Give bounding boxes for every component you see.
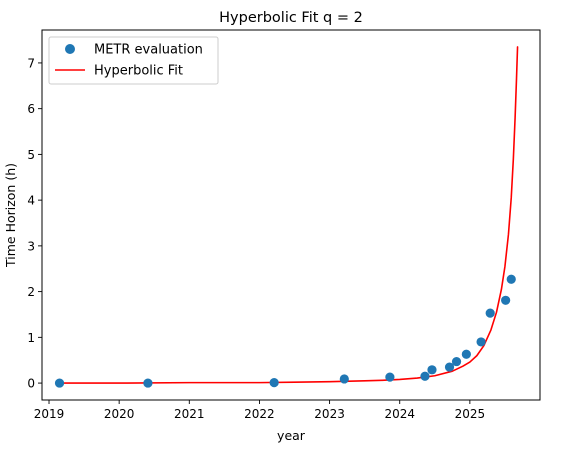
fit-line-layer: [58, 46, 519, 384]
y-tick-label: 1: [27, 331, 35, 345]
data-point: [385, 372, 395, 382]
y-tick-label: 4: [27, 194, 35, 208]
data-point: [476, 337, 486, 347]
data-point: [485, 308, 495, 318]
data-point: [54, 378, 65, 388]
x-tick-label: 2021: [174, 407, 205, 421]
x-tick-label: 2024: [384, 407, 415, 421]
scatter-points-layer: [54, 274, 516, 388]
y-tick-label: 0: [27, 377, 35, 391]
y-tick-label: 7: [27, 56, 35, 70]
y-tick-label: 3: [27, 239, 35, 253]
y-axis-label: Time Horizon (h): [3, 163, 18, 268]
data-point: [506, 274, 516, 284]
y-tick-label: 2: [27, 285, 35, 299]
x-tick-label: 2023: [314, 407, 345, 421]
chart-title: Hyperbolic Fit q = 2: [219, 10, 363, 26]
legend: METR evaluation Hyperbolic Fit: [48, 36, 219, 85]
x-tick-label: 2020: [104, 407, 135, 421]
legend-label-metr-evaluation: METR evaluation: [94, 43, 203, 58]
x-axis-ticks: 2019 2020 2021 2022 2023 2024 2025: [34, 400, 485, 421]
data-point: [339, 374, 349, 384]
data-point: [143, 378, 153, 388]
x-tick-label: 2019: [34, 407, 65, 421]
plot-frame: [41, 29, 541, 401]
data-point: [427, 365, 437, 375]
data-point: [451, 356, 462, 367]
legend-label-hyperbolic-fit: Hyperbolic Fit: [94, 64, 183, 79]
hyperbolic-fit-line: [58, 46, 519, 384]
y-tick-label: 6: [27, 102, 35, 116]
x-axis-label: year: [277, 428, 306, 443]
data-point: [420, 371, 430, 381]
legend-marker-metr-evaluation: [65, 44, 75, 54]
data-point: [501, 295, 511, 305]
legend-box: [48, 36, 219, 85]
y-axis-ticks: 0 1 2 3 4 5 6 7: [27, 56, 42, 391]
data-point: [461, 349, 471, 359]
x-tick-label: 2025: [455, 407, 486, 421]
data-point: [269, 378, 279, 388]
y-tick-label: 5: [27, 148, 35, 162]
x-tick-label: 2022: [244, 407, 275, 421]
data-point: [444, 362, 455, 372]
